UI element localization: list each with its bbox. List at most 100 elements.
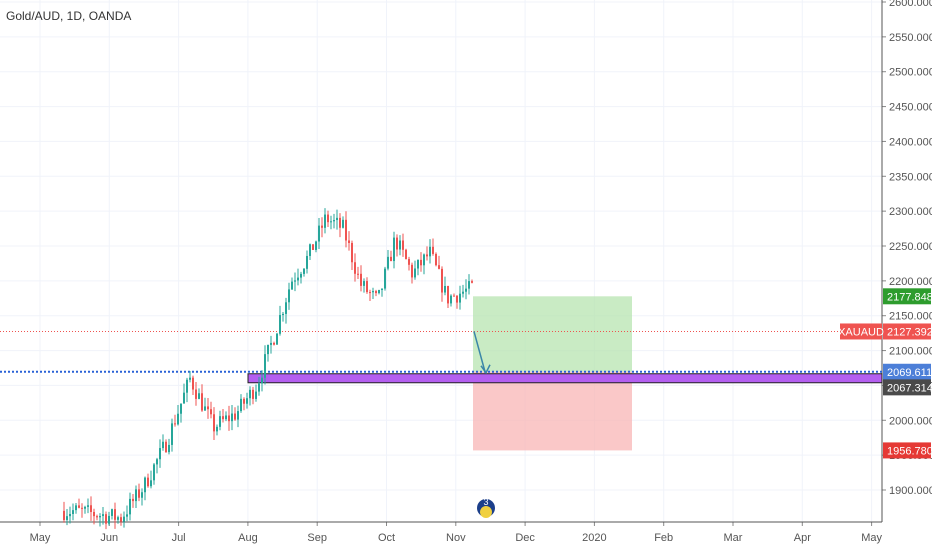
candle-body: [390, 256, 392, 262]
candle-body: [405, 249, 407, 260]
x-tick-label: Jul: [172, 532, 186, 544]
candle-body: [264, 354, 266, 378]
candle-body: [258, 383, 260, 392]
candle-body: [117, 517, 119, 520]
candle-body: [153, 464, 155, 481]
candle-body: [279, 315, 281, 334]
candle-body: [261, 377, 263, 384]
candle-body: [423, 254, 425, 266]
candle-body: [135, 489, 137, 502]
level-upper-badge-bg: [883, 363, 931, 380]
candle-body: [345, 219, 347, 241]
candle-body: [237, 411, 239, 420]
candle-body: [108, 515, 110, 524]
x-tick-label: Aug: [238, 532, 258, 544]
candle-body: [432, 246, 434, 254]
y-tick-label: 2300.000: [889, 206, 932, 218]
y-tick-label: 1900.000: [889, 485, 932, 497]
candle-body: [165, 441, 167, 453]
candle-body: [69, 514, 71, 517]
candle-body: [270, 342, 272, 345]
candle-body: [219, 416, 221, 427]
y-tick-label: 2250.000: [889, 241, 932, 253]
candle-body: [201, 393, 203, 411]
candle-body: [123, 516, 125, 522]
y-tick-label: 2350.000: [889, 171, 932, 183]
candle-body: [210, 409, 212, 415]
candle-body: [111, 509, 113, 516]
candle-body: [444, 285, 446, 293]
symbol-tag: XAUAUD: [838, 326, 884, 338]
symbol-tag-bg: [840, 323, 882, 340]
candle-body: [90, 505, 92, 512]
level-lower-badge-bg: [883, 379, 931, 396]
candle-body: [63, 510, 65, 520]
candle-body: [138, 489, 140, 498]
chart-title: Gold/AUD, 1D, OANDA: [6, 9, 132, 23]
candle-body: [102, 514, 104, 517]
candle-body: [438, 265, 440, 269]
candle-body: [120, 517, 122, 522]
candle-body: [192, 377, 194, 390]
candle-body: [465, 288, 467, 292]
candle-body: [132, 498, 134, 502]
candle-body: [306, 255, 308, 269]
candle-body: [273, 342, 275, 345]
candle-body: [267, 344, 269, 355]
candle-body: [93, 511, 95, 517]
candle-body: [330, 221, 332, 223]
event-count: 3: [483, 497, 488, 507]
candle-body: [225, 415, 227, 420]
candle-body: [414, 268, 416, 278]
candle-body: [402, 240, 404, 250]
candle-body: [300, 273, 302, 278]
x-tick-label: May: [861, 532, 882, 544]
y-tick-label: 2000.000: [889, 415, 932, 427]
candle-body: [441, 268, 443, 293]
candle-body: [297, 277, 299, 281]
x-tick-label: Nov: [446, 532, 466, 544]
candle-body: [249, 389, 251, 399]
loss-zone[interactable]: [473, 371, 632, 451]
candle-body: [393, 237, 395, 262]
candle-body: [312, 244, 314, 250]
candle-body: [222, 416, 224, 420]
level-upper-badge: 2069.611: [887, 367, 932, 379]
candle-body: [204, 406, 206, 411]
target-price-badge-bg: [883, 288, 931, 305]
candle-body: [213, 414, 215, 432]
candle-body: [360, 273, 362, 286]
candle-body: [420, 259, 422, 266]
candle-body: [282, 313, 284, 316]
candle-body: [363, 281, 365, 286]
x-tick-label: Sep: [307, 532, 327, 544]
candle-body: [87, 505, 89, 507]
candle-body: [231, 413, 233, 422]
candle-body: [384, 268, 386, 289]
candle-body: [243, 398, 245, 404]
candle-body: [315, 241, 317, 250]
candle-body: [255, 391, 257, 399]
candle-body: [459, 293, 461, 303]
candle-body: [81, 507, 83, 509]
candle-body: [99, 516, 101, 518]
candle-body: [399, 240, 401, 250]
candle-body: [435, 253, 437, 266]
y-tick-label: 2400.000: [889, 136, 932, 148]
candle-body: [324, 214, 326, 228]
candle-body: [240, 398, 242, 412]
candle-body: [114, 509, 116, 520]
candle-body: [75, 505, 77, 511]
candle-body: [198, 393, 200, 399]
target-price-badge: 2177.848: [887, 291, 932, 303]
projection-arrow[interactable]: [473, 331, 486, 372]
y-tick-label: 2600.000: [889, 0, 932, 9]
candle-body: [84, 506, 86, 509]
candle-body: [207, 406, 209, 410]
profit-zone[interactable]: [473, 296, 632, 372]
x-tick-label: Jun: [100, 532, 118, 544]
x-tick-label: Apr: [794, 532, 811, 544]
demand-zone[interactable]: [247, 373, 883, 384]
